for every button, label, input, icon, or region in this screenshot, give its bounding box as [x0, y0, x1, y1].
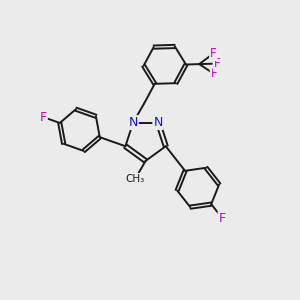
Text: N: N [153, 116, 163, 129]
Text: F: F [211, 67, 217, 80]
Text: CH₃: CH₃ [126, 174, 145, 184]
Text: F: F [219, 212, 226, 224]
Text: F: F [214, 57, 220, 70]
Text: N: N [128, 116, 138, 129]
Text: F: F [40, 111, 47, 124]
Text: F: F [210, 47, 217, 60]
